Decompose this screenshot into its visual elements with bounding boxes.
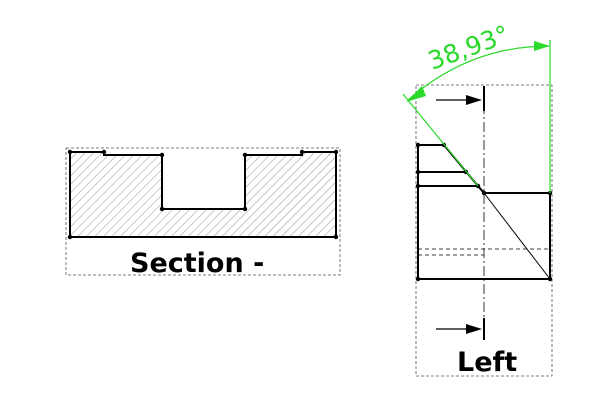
left-view-inner-edges bbox=[418, 171, 478, 187]
diagonal-edge bbox=[483, 192, 551, 280]
left-view-frame bbox=[415, 84, 553, 377]
extension-line-slanted bbox=[402, 93, 479, 187]
angle-value: 38,93° bbox=[424, 20, 513, 76]
section-profile bbox=[69, 151, 337, 238]
section-view-label: Section - bbox=[130, 248, 264, 279]
section-arrow-top bbox=[436, 86, 485, 111]
section-view-frame bbox=[65, 147, 341, 276]
hidden-lines bbox=[418, 248, 550, 256]
section-vertices bbox=[67, 149, 339, 240]
left-view[interactable]: Left bbox=[415, 84, 553, 378]
angle-dimension[interactable]: 38,93° bbox=[402, 20, 551, 193]
section-arrow-bottom bbox=[436, 318, 485, 340]
left-view-label: Left bbox=[457, 347, 517, 378]
section-view[interactable]: Section - bbox=[65, 147, 341, 279]
arc-arrowhead-right bbox=[534, 41, 550, 51]
arc-arrowhead-left bbox=[406, 86, 426, 102]
